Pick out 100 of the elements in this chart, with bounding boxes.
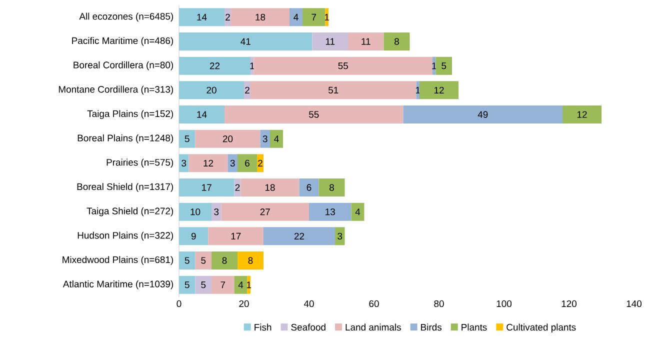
bar xyxy=(234,178,241,197)
data-label: 41 xyxy=(240,38,250,45)
data-label: 18 xyxy=(265,184,275,191)
data-label: 3 xyxy=(338,232,342,240)
bar xyxy=(221,202,309,221)
data-label: 13 xyxy=(326,208,335,216)
data-label: 6 xyxy=(245,160,250,167)
x-tick-label: 80 xyxy=(434,300,444,308)
x-tick-label: 120 xyxy=(562,300,577,308)
x-tick-label: 100 xyxy=(496,300,512,308)
data-label: 4 xyxy=(238,282,244,288)
data-label: 1 xyxy=(432,62,436,70)
y-tick-label: Boreal Shield (n=1317) xyxy=(77,183,174,192)
bar xyxy=(208,227,264,246)
bar xyxy=(179,178,234,197)
data-label: 3 xyxy=(214,208,219,216)
bar xyxy=(179,8,224,26)
data-label: 22 xyxy=(294,232,304,240)
data-label: 55 xyxy=(338,62,348,70)
data-label: 2 xyxy=(235,184,240,191)
data-label: 5 xyxy=(201,257,206,264)
y-tick-label: Boreal Cordillera (n=80) xyxy=(74,61,174,70)
bar xyxy=(270,130,283,148)
bar xyxy=(250,81,416,100)
data-label: 3 xyxy=(230,160,235,167)
bar xyxy=(254,56,433,75)
data-label: 3 xyxy=(182,160,186,167)
bar xyxy=(250,56,254,75)
bar xyxy=(195,130,260,148)
bar xyxy=(260,130,270,148)
data-label: 8 xyxy=(330,184,334,191)
data-label: 7 xyxy=(220,282,226,288)
y-tick-label: Montane Cordillera (n=313) xyxy=(58,86,174,95)
bar xyxy=(351,202,364,221)
bar xyxy=(224,8,231,26)
bar xyxy=(195,251,212,270)
data-label: 20 xyxy=(206,86,216,94)
data-label: 5 xyxy=(184,136,190,142)
data-label: 11 xyxy=(326,38,335,45)
data-label: 10 xyxy=(190,208,200,216)
y-tick-label: All ecozones (n=6485) xyxy=(79,12,174,22)
y-tick-label: Pacific Maritime (n=486) xyxy=(72,37,174,46)
data-label: 5 xyxy=(201,282,206,288)
bar xyxy=(290,8,302,26)
bar xyxy=(224,105,404,124)
data-label: 5 xyxy=(184,282,190,288)
data-label: 1 xyxy=(416,86,420,94)
bar xyxy=(403,105,563,124)
bar xyxy=(309,202,352,221)
data-label: 8 xyxy=(222,257,227,264)
bar xyxy=(179,227,208,246)
bar xyxy=(238,154,257,172)
bar xyxy=(264,227,335,246)
data-label: 12 xyxy=(577,111,587,118)
bar xyxy=(562,105,602,124)
data-label: 17 xyxy=(202,184,212,191)
data-label: 6 xyxy=(306,184,312,191)
data-label: 51 xyxy=(328,86,338,94)
x-tick-label: 0 xyxy=(176,300,182,308)
bar xyxy=(179,81,244,100)
legend-label: Seafood xyxy=(291,324,326,331)
bar xyxy=(312,32,348,50)
y-tick-label: Taiga Shield (n=272) xyxy=(86,207,174,216)
bar xyxy=(179,32,312,50)
y-tick-label: Atlantic Maritime (n=1039) xyxy=(62,280,174,290)
bar xyxy=(299,178,319,197)
data-label: 11 xyxy=(362,38,370,45)
bar xyxy=(231,8,290,26)
data-label: 12 xyxy=(204,160,214,166)
bar xyxy=(179,130,196,148)
y-tick-label: Mixedwood Plains (n=681) xyxy=(62,256,174,265)
data-label: 17 xyxy=(231,232,241,240)
bar xyxy=(179,202,212,221)
data-label: 20 xyxy=(222,135,233,142)
data-label: 2 xyxy=(258,160,262,166)
data-label: 5 xyxy=(442,62,446,70)
bar xyxy=(240,178,300,197)
bar xyxy=(188,154,228,172)
bar xyxy=(318,178,345,197)
data-label: 18 xyxy=(256,14,266,21)
data-label: 4 xyxy=(355,208,360,216)
legend-label: Land animals xyxy=(346,324,401,331)
y-tick-label: Taiga Plains (n=152) xyxy=(87,110,174,119)
bar xyxy=(335,227,345,246)
x-tick-label: 20 xyxy=(239,300,249,308)
data-label: 22 xyxy=(210,62,220,70)
bar xyxy=(302,8,326,26)
data-label: 14 xyxy=(197,111,207,118)
bar xyxy=(420,81,459,100)
y-tick-label: Boreal Plains (n=1248) xyxy=(78,134,174,144)
bar xyxy=(179,251,196,270)
bar xyxy=(212,251,238,270)
x-tick-label: 140 xyxy=(626,300,642,308)
x-tick-label: 60 xyxy=(369,300,379,308)
bar xyxy=(195,276,212,294)
legend-label: Fish xyxy=(254,324,272,331)
x-tick-label: 40 xyxy=(304,300,314,308)
data-label: 1 xyxy=(250,62,254,70)
data-label: 8 xyxy=(248,257,253,264)
data-label: 12 xyxy=(434,86,444,94)
